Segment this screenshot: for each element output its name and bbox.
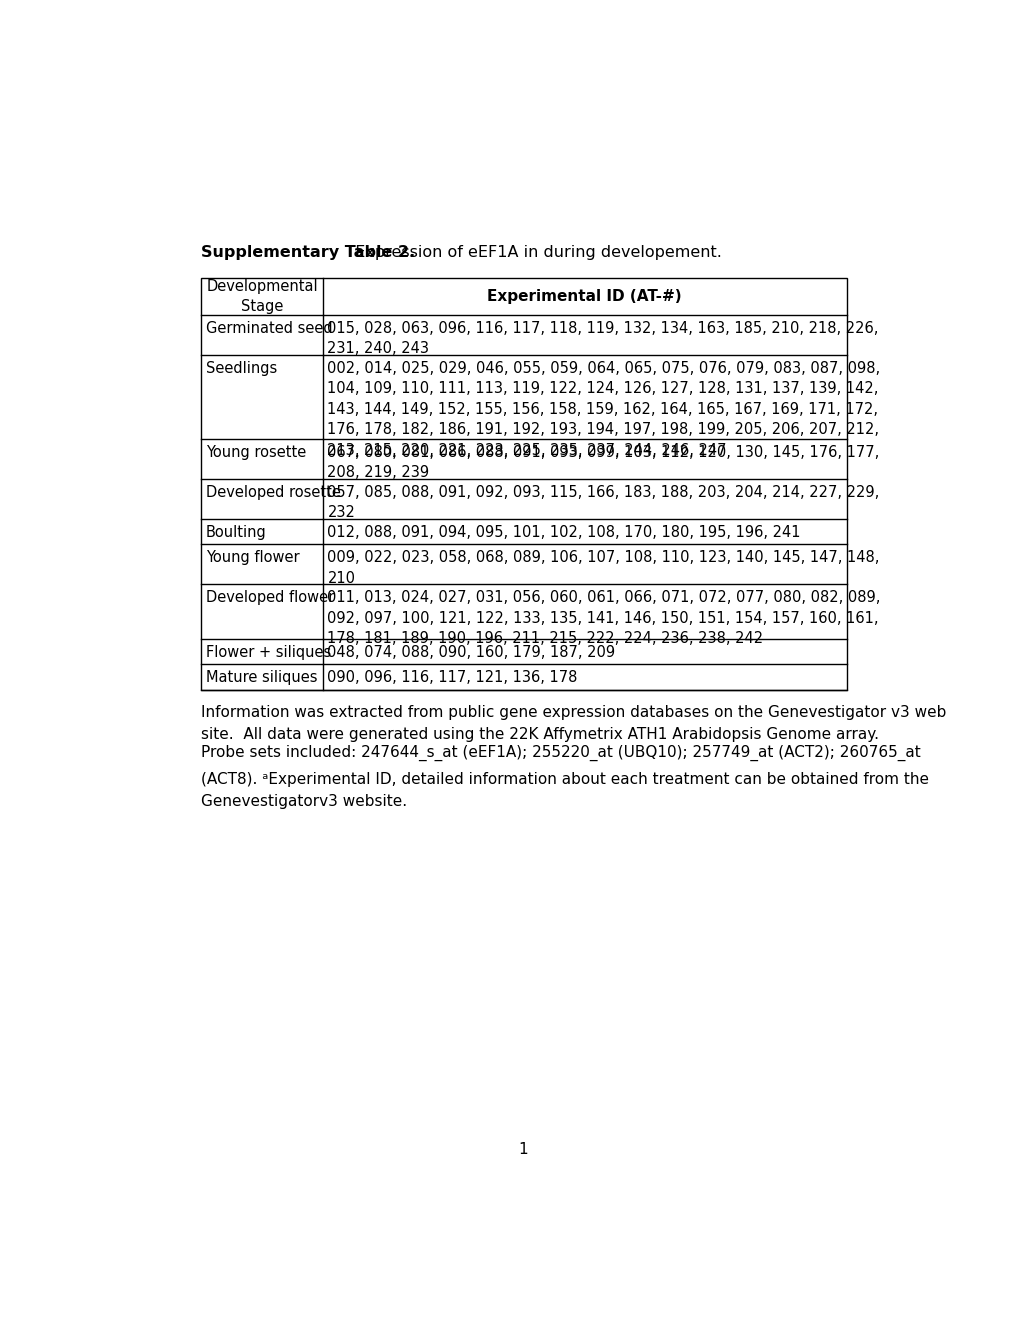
Text: 1: 1: [518, 1142, 527, 1158]
Text: Developed flower: Developed flower: [206, 590, 333, 606]
Text: 067, 080, 081, 086, 088, 091, 093, 099, 103, 112, 120, 130, 145, 176, 177,
208, : 067, 080, 081, 086, 088, 091, 093, 099, …: [327, 445, 878, 480]
Text: Young rosette: Young rosette: [206, 445, 306, 459]
Bar: [201, 277, 846, 689]
Text: Mature siliques: Mature siliques: [206, 671, 317, 685]
Text: Information was extracted from public gene expression databases on the Genevesti: Information was extracted from public ge…: [201, 705, 946, 742]
Text: (ACT8). ᵃExperimental ID, detailed information about each treatment can be obtai: (ACT8). ᵃExperimental ID, detailed infor…: [201, 772, 928, 809]
Text: Experimental ID (AT-#): Experimental ID (AT-#): [487, 289, 682, 304]
Text: Probe sets included: 247644_s_at (eEF1A); 255220_at (UBQ10); 257749_at (ACT2); 2: Probe sets included: 247644_s_at (eEF1A)…: [201, 746, 920, 762]
Text: Developmental
Stage: Developmental Stage: [206, 279, 318, 314]
Text: 002, 014, 025, 029, 046, 055, 059, 064, 065, 075, 076, 079, 083, 087, 098,
104, : 002, 014, 025, 029, 046, 055, 059, 064, …: [327, 360, 879, 458]
Text: Boulting: Boulting: [206, 525, 266, 540]
Text: Young flower: Young flower: [206, 550, 300, 565]
Text: 009, 022, 023, 058, 068, 089, 106, 107, 108, 110, 123, 140, 145, 147, 148,
210: 009, 022, 023, 058, 068, 089, 106, 107, …: [327, 550, 879, 586]
Text: Developed rosette: Developed rosette: [206, 484, 340, 500]
Text: Flower + siliques: Flower + siliques: [206, 645, 331, 660]
Text: 015, 028, 063, 096, 116, 117, 118, 119, 132, 134, 163, 185, 210, 218, 226,
231, : 015, 028, 063, 096, 116, 117, 118, 119, …: [327, 321, 878, 356]
Text: Germinated seed: Germinated seed: [206, 321, 332, 335]
Text: Supplementary Table 2.: Supplementary Table 2.: [201, 244, 415, 260]
Text: 011, 013, 024, 027, 031, 056, 060, 061, 066, 071, 072, 077, 080, 082, 089,
092, : 011, 013, 024, 027, 031, 056, 060, 061, …: [327, 590, 880, 647]
Text: Seedlings: Seedlings: [206, 360, 277, 376]
Text: 012, 088, 091, 094, 095, 101, 102, 108, 170, 180, 195, 196, 241: 012, 088, 091, 094, 095, 101, 102, 108, …: [327, 525, 800, 540]
Text: 057, 085, 088, 091, 092, 093, 115, 166, 183, 188, 203, 204, 214, 227, 229,
232: 057, 085, 088, 091, 092, 093, 115, 166, …: [327, 484, 878, 520]
Text: 048, 074, 088, 090, 160, 179, 187, 209: 048, 074, 088, 090, 160, 179, 187, 209: [327, 645, 615, 660]
Text: 090, 096, 116, 117, 121, 136, 178: 090, 096, 116, 117, 121, 136, 178: [327, 671, 577, 685]
Text: Expression of eEF1A in during developement.: Expression of eEF1A in during developeme…: [345, 244, 721, 260]
